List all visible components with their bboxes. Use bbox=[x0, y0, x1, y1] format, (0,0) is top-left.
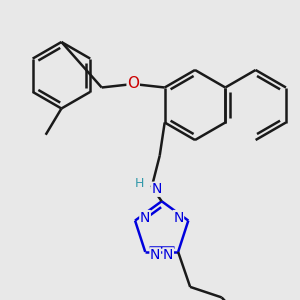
Text: N: N bbox=[173, 211, 184, 225]
Text: N: N bbox=[152, 182, 162, 196]
Text: N: N bbox=[150, 248, 160, 262]
Text: H: H bbox=[135, 177, 144, 190]
Text: N: N bbox=[163, 248, 173, 262]
Text: N: N bbox=[140, 211, 150, 225]
Text: O: O bbox=[127, 76, 139, 92]
